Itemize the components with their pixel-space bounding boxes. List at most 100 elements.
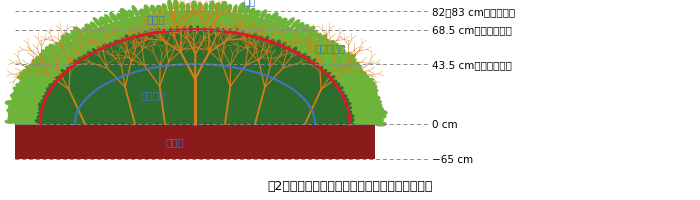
Polygon shape <box>46 47 55 54</box>
Polygon shape <box>20 81 27 85</box>
Polygon shape <box>60 75 64 78</box>
Polygon shape <box>295 23 304 32</box>
Polygon shape <box>260 11 267 20</box>
Polygon shape <box>74 60 80 67</box>
Polygon shape <box>300 54 306 60</box>
Polygon shape <box>227 5 232 14</box>
Polygon shape <box>61 70 69 76</box>
Polygon shape <box>314 63 319 68</box>
Polygon shape <box>120 10 128 20</box>
Polygon shape <box>6 101 18 106</box>
Polygon shape <box>339 92 344 95</box>
Text: 43.5 cm（中切り面）: 43.5 cm（中切り面） <box>432 60 512 70</box>
Polygon shape <box>169 29 174 34</box>
Polygon shape <box>12 98 19 103</box>
Polygon shape <box>125 36 131 44</box>
Polygon shape <box>204 4 208 12</box>
Polygon shape <box>346 118 354 123</box>
Polygon shape <box>180 3 185 12</box>
Polygon shape <box>82 29 88 34</box>
Polygon shape <box>8 105 17 110</box>
Polygon shape <box>38 108 46 112</box>
Polygon shape <box>8 112 15 117</box>
Polygon shape <box>120 39 125 44</box>
Polygon shape <box>368 90 378 94</box>
Polygon shape <box>374 115 386 119</box>
Polygon shape <box>244 7 249 16</box>
Polygon shape <box>16 84 25 89</box>
Polygon shape <box>38 112 44 115</box>
Polygon shape <box>144 6 150 16</box>
Polygon shape <box>324 73 330 78</box>
Text: 幹・太枝: 幹・太枝 <box>140 90 165 100</box>
Polygon shape <box>374 108 384 112</box>
Text: 細枝・太枝: 細枝・太枝 <box>315 43 346 53</box>
Polygon shape <box>114 41 119 46</box>
Text: 図2　放射性セシウムの部位別分布調査の概略図: 図2 放射性セシウムの部位別分布調査の概略図 <box>267 179 433 192</box>
Polygon shape <box>300 26 309 34</box>
Polygon shape <box>314 34 321 40</box>
Polygon shape <box>290 48 297 56</box>
Polygon shape <box>20 73 32 79</box>
Polygon shape <box>49 84 57 90</box>
Polygon shape <box>331 80 337 85</box>
Polygon shape <box>10 94 20 99</box>
Polygon shape <box>340 95 346 99</box>
Polygon shape <box>358 72 366 78</box>
Polygon shape <box>41 100 48 103</box>
Polygon shape <box>8 116 15 121</box>
Polygon shape <box>85 25 93 32</box>
Polygon shape <box>375 122 386 126</box>
Polygon shape <box>363 79 373 84</box>
Polygon shape <box>103 45 108 50</box>
Polygon shape <box>13 91 22 96</box>
Polygon shape <box>373 104 382 109</box>
Polygon shape <box>17 77 29 81</box>
Polygon shape <box>254 11 260 19</box>
Polygon shape <box>305 57 311 63</box>
Polygon shape <box>37 116 43 119</box>
Polygon shape <box>110 14 118 23</box>
Text: 新芽: 新芽 <box>244 0 256 6</box>
Polygon shape <box>83 55 88 60</box>
Polygon shape <box>70 64 76 69</box>
Polygon shape <box>372 101 382 104</box>
Polygon shape <box>342 99 349 103</box>
Polygon shape <box>322 40 329 46</box>
Polygon shape <box>78 58 84 64</box>
Bar <box>15 124 375 159</box>
Polygon shape <box>374 111 387 116</box>
Polygon shape <box>43 96 50 100</box>
Polygon shape <box>333 46 344 53</box>
Polygon shape <box>40 54 48 60</box>
Polygon shape <box>270 40 274 46</box>
Polygon shape <box>290 21 300 29</box>
Polygon shape <box>346 59 356 65</box>
Polygon shape <box>5 120 15 124</box>
Polygon shape <box>296 52 300 57</box>
Polygon shape <box>249 9 255 17</box>
Text: −65 cm: −65 cm <box>432 154 473 164</box>
Polygon shape <box>258 37 263 42</box>
Polygon shape <box>222 29 225 35</box>
Polygon shape <box>286 47 290 52</box>
Polygon shape <box>156 6 162 14</box>
Polygon shape <box>26 66 36 72</box>
Polygon shape <box>309 31 317 38</box>
Polygon shape <box>62 36 71 44</box>
Polygon shape <box>92 49 98 56</box>
Polygon shape <box>202 28 206 33</box>
Polygon shape <box>109 43 113 48</box>
Polygon shape <box>168 1 172 13</box>
Polygon shape <box>50 45 59 51</box>
Polygon shape <box>150 6 156 15</box>
Text: 68.5 cm（深刺り面）: 68.5 cm（深刺り面） <box>432 25 512 35</box>
Polygon shape <box>99 18 108 27</box>
Polygon shape <box>344 55 356 62</box>
Polygon shape <box>15 12 375 124</box>
Polygon shape <box>186 4 190 12</box>
Polygon shape <box>350 63 358 68</box>
Polygon shape <box>55 77 62 82</box>
Polygon shape <box>66 68 71 72</box>
Polygon shape <box>177 26 179 35</box>
